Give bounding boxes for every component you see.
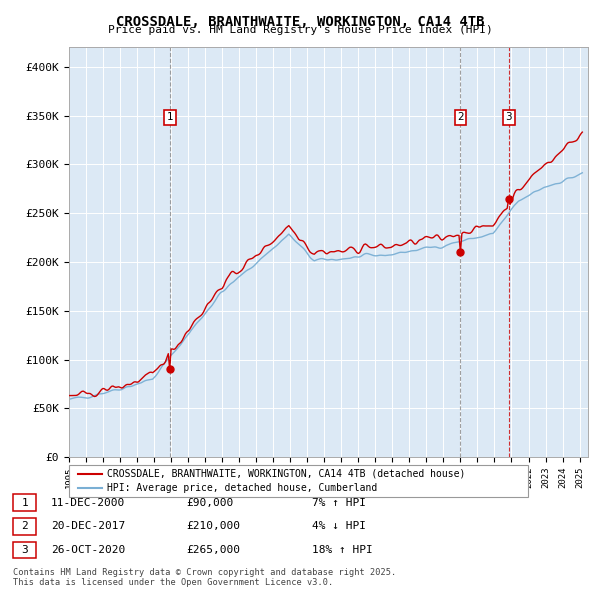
Text: CROSSDALE, BRANTHWAITE, WORKINGTON, CA14 4TB (detached house): CROSSDALE, BRANTHWAITE, WORKINGTON, CA14… bbox=[107, 469, 465, 479]
Text: 1: 1 bbox=[166, 113, 173, 123]
Text: 18% ↑ HPI: 18% ↑ HPI bbox=[312, 545, 373, 555]
Text: £265,000: £265,000 bbox=[186, 545, 240, 555]
Text: 20-DEC-2017: 20-DEC-2017 bbox=[51, 522, 125, 531]
Text: Price paid vs. HM Land Registry's House Price Index (HPI): Price paid vs. HM Land Registry's House … bbox=[107, 25, 493, 35]
Text: 1: 1 bbox=[21, 498, 28, 507]
Text: This data is licensed under the Open Government Licence v3.0.: This data is licensed under the Open Gov… bbox=[13, 578, 334, 588]
Text: 11-DEC-2000: 11-DEC-2000 bbox=[51, 498, 125, 507]
Text: HPI: Average price, detached house, Cumberland: HPI: Average price, detached house, Cumb… bbox=[107, 483, 377, 493]
Text: 3: 3 bbox=[505, 113, 512, 123]
Text: CROSSDALE, BRANTHWAITE, WORKINGTON, CA14 4TB: CROSSDALE, BRANTHWAITE, WORKINGTON, CA14… bbox=[116, 15, 484, 29]
Text: 7% ↑ HPI: 7% ↑ HPI bbox=[312, 498, 366, 507]
Text: 3: 3 bbox=[21, 545, 28, 555]
Text: 4% ↓ HPI: 4% ↓ HPI bbox=[312, 522, 366, 531]
Text: £210,000: £210,000 bbox=[186, 522, 240, 531]
Text: £90,000: £90,000 bbox=[186, 498, 233, 507]
Text: 2: 2 bbox=[21, 522, 28, 531]
Text: 26-OCT-2020: 26-OCT-2020 bbox=[51, 545, 125, 555]
Text: 2: 2 bbox=[457, 113, 464, 123]
Text: Contains HM Land Registry data © Crown copyright and database right 2025.: Contains HM Land Registry data © Crown c… bbox=[13, 568, 397, 577]
